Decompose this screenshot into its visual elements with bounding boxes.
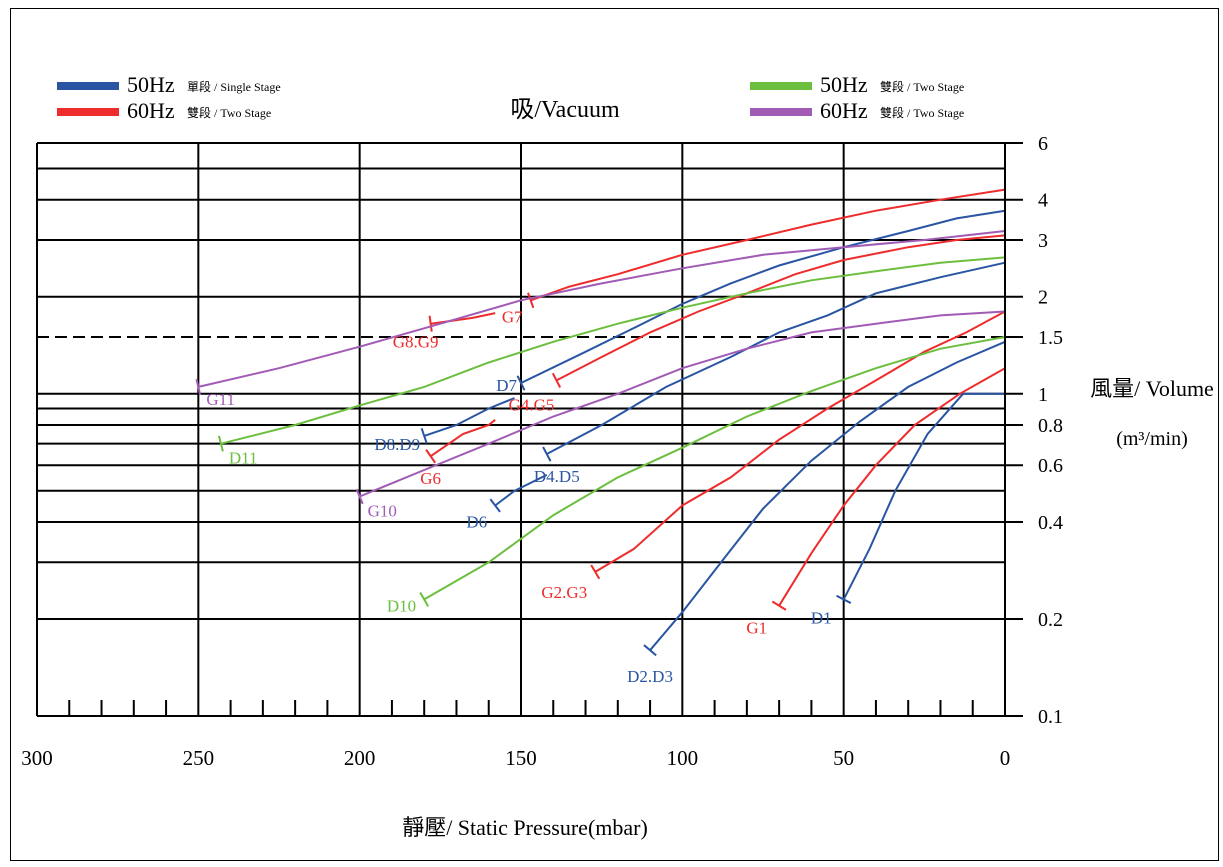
series-line-G6 [430,419,496,458]
legend-freq: 60Hz [820,98,868,123]
x-tick-label: 0 [1000,746,1011,770]
legend-freq: 60Hz [127,98,175,123]
series-line-D4.D5 [546,261,1006,455]
legend-text: 雙段 / Two Stage [187,105,271,120]
series-line-G1 [778,367,1006,607]
series-line-G4.G5 [556,234,1006,382]
series-label-G6: G6 [420,469,441,488]
legend-freq: 50Hz [127,72,175,97]
y-tick-label: 0.8 [1038,415,1063,437]
y-axis-label: 風量/ Volume [1090,376,1214,401]
x-tick-label: 150 [505,746,537,770]
legend-swatch [57,108,119,116]
y-tick-label: 2 [1038,287,1048,309]
legend-text: 單段 / Single Stage [187,79,281,94]
series-label-G4.G5: G4.G5 [509,395,555,414]
x-axis-label: 靜壓/ Static Pressure(mbar) [402,815,648,840]
legend-swatch [750,108,812,116]
series-label-G8.G9: G8.G9 [393,333,439,352]
series-label-G10: G10 [368,501,397,520]
series-label-D10: D10 [387,596,416,615]
series-end-tick-G10 [355,488,364,505]
series-line-G7 [530,188,1006,302]
axes: 300 250 200 150 100 50 0 0.1 0.2 0.4 0.6 0.8 1 1.5 2 3 4… [21,133,1063,770]
y-tick-label: 1 [1038,384,1048,406]
series-line-D8.D9 [423,397,515,437]
series-label-D2.D3: D2.D3 [627,667,673,686]
series-line-D7 [520,209,1006,384]
series-end-tick-D11 [217,435,224,452]
series-end-tick-G7 [527,292,535,309]
series-end-tick-D1 [836,594,852,604]
x-tick-label: 50 [833,746,854,770]
series-label-D8.D9: D8.D9 [374,435,420,454]
series-line-G11 [198,230,1006,388]
series-label-D7: D7 [496,376,517,395]
series-label-G7: G7 [502,307,523,326]
x-tick-label: 200 [344,746,376,770]
series-line-D2.D3 [649,340,1006,651]
y-tick-label: 0.2 [1038,609,1063,631]
series-line-G2.G3 [594,310,1006,573]
series-end-tick-D6 [489,498,501,513]
series-label-D4.D5: D4.D5 [534,467,580,486]
chart-frame [10,8,1219,861]
series-end-tick-D10 [419,592,430,607]
series-label-D1: D1 [811,608,832,627]
series-end-tick-D7 [516,375,526,391]
y-tick-label: 1.5 [1038,327,1063,349]
series-end-tick-G4.G5 [551,372,562,388]
y-tick-label: 0.6 [1038,455,1063,477]
y-tick-label: 3 [1038,230,1048,252]
series-line-G10 [359,310,1006,498]
y-axis-unit: (m³/min) [1116,428,1188,450]
y-tick-label: 0.4 [1038,512,1063,534]
series-label-G11: G11 [206,390,235,409]
series-label-G2.G3: G2.G3 [541,583,587,602]
series-end-tick-G2.G3 [590,564,601,580]
legend-swatch [750,82,812,90]
x-tick-label: 100 [667,746,699,770]
series-line-D11 [220,256,1006,445]
series-line-D10 [423,336,1006,601]
legend-swatch [57,82,119,90]
x-tick-label: 300 [21,746,53,770]
series-line-D1 [842,392,1005,600]
series-end-tick-D4.D5 [542,446,552,462]
series-label-D6: D6 [466,513,487,532]
legend: 50Hz 單段 / Single Stage 60Hz 雙段 / Two Stage 5… [57,72,964,123]
series-end-tick-G8.G9 [428,315,433,332]
chart-title: 吸/Vacuum [510,97,620,123]
series-line-G8.G9 [430,312,496,325]
x-tick-label: 250 [183,746,215,770]
series-label-D11: D11 [229,449,258,468]
y-tick-label: 0.1 [1038,706,1063,728]
y-tick-label: 4 [1038,190,1048,212]
series-end-tick-G6 [425,449,437,464]
series-end-tick-G11 [195,378,202,395]
series-end-tick-G1 [771,600,787,611]
legend-freq: 50Hz [820,72,868,97]
y-tick-label: 6 [1038,133,1048,155]
series-label-G1: G1 [746,619,767,638]
series-end-tick-D2.D3 [643,644,657,657]
series-group [195,188,1006,657]
series-end-tick-D8.D9 [420,427,428,444]
legend-text: 雙段 / Two Stage [880,79,964,94]
legend-text: 雙段 / Two Stage [880,105,964,120]
series-labels: D1 D2.D3 D4.D5 D6 D7 D8.D9 G1 G2.G3 G4.G5 G6 G7 G8.… [206,307,831,686]
series-line-D6 [494,474,548,507]
